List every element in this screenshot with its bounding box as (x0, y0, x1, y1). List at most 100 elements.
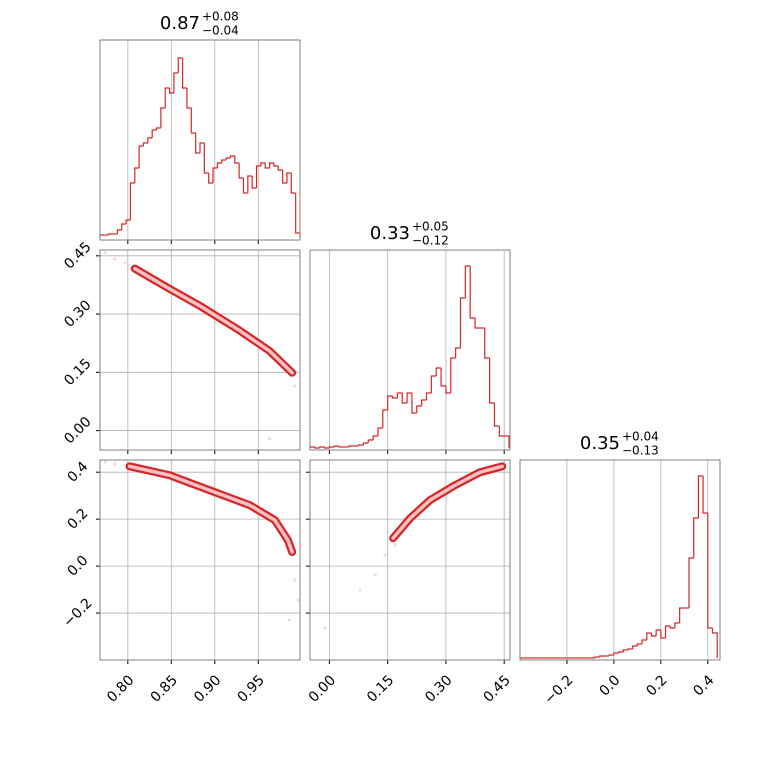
histogram-bin (155, 127, 161, 130)
histogram-bin (401, 393, 408, 404)
panel-frame (519, 459, 721, 661)
histogram-bin (697, 475, 704, 518)
histogram-bin (396, 392, 403, 398)
panel-frame (99, 459, 301, 661)
histogram-bin (632, 645, 638, 649)
histogram-bin (173, 72, 179, 93)
histogram-bin (268, 162, 274, 168)
histogram-bin (484, 328, 490, 359)
title-plus: +0.04 (622, 430, 659, 444)
histogram-bin (282, 170, 287, 184)
sample-point (287, 618, 292, 622)
histogram-bin (290, 173, 296, 194)
sample-point (393, 543, 397, 547)
histogram-bin (411, 393, 417, 414)
histogram-bin (195, 133, 200, 154)
histogram-bin (421, 399, 427, 406)
histogram-bin (208, 173, 214, 184)
histogram-bin (121, 223, 127, 230)
histogram-bin (264, 163, 270, 169)
histogram-bin (646, 632, 652, 640)
histogram-bin (255, 165, 261, 188)
y-tick-label: 0.45 (61, 239, 94, 272)
histogram-bin (599, 655, 605, 657)
sample-point (113, 462, 117, 466)
histogram-bin (260, 162, 266, 166)
contour-outer (389, 462, 507, 543)
title-minus: −0.12 (412, 234, 449, 248)
sample-point (267, 437, 272, 441)
x-tick-label: 0.00 (306, 672, 339, 705)
y-tick-label: −0.2 (60, 595, 95, 630)
x-tick-label: 0.85 (148, 672, 181, 705)
histogram-bin (229, 155, 235, 158)
histogram-bin (116, 229, 122, 234)
histogram-bin (348, 445, 354, 447)
histogram-bin (430, 375, 437, 393)
x-tick-label: 0.90 (191, 672, 224, 705)
histogram-bin (125, 219, 131, 224)
histogram-bin (608, 654, 614, 656)
histogram-bin (406, 392, 412, 403)
x-tick-label: 0.15 (364, 672, 397, 705)
histogram-bin (445, 386, 451, 394)
histogram-bin (669, 626, 675, 629)
x-tick-label: 0.80 (104, 672, 137, 705)
histogram-bin (622, 649, 628, 652)
histogram-bin (147, 137, 153, 143)
contour-inner (127, 464, 294, 554)
y-tick-label: 0.2 (64, 506, 91, 533)
x-tick-label: 0.95 (235, 672, 268, 705)
histogram-bin (221, 159, 227, 163)
histogram-bin (440, 368, 446, 387)
sample-point (323, 626, 327, 630)
histogram-bin (416, 405, 422, 413)
histogram-bin (309, 446, 315, 448)
histogram-bin (372, 435, 378, 440)
histogram-bin (707, 513, 713, 629)
histogram-bin (328, 446, 335, 448)
histogram-bin (636, 643, 643, 646)
histogram-bin (168, 88, 174, 94)
histogram-bin (186, 88, 192, 109)
histogram-bin (493, 403, 500, 427)
histogram-bin (688, 557, 694, 608)
sample-point (383, 553, 387, 557)
histogram-bin (234, 156, 240, 164)
histogram-bin (134, 167, 140, 183)
histogram-bin (99, 234, 105, 238)
histogram-bin (367, 439, 374, 443)
histogram-bin (323, 447, 330, 449)
title-minus: −0.13 (622, 444, 659, 458)
title-minus: −0.04 (202, 24, 239, 38)
histogram-bin (711, 628, 718, 658)
sample-point (358, 588, 362, 592)
histogram-bin (277, 166, 283, 171)
histogram-bin (164, 87, 170, 108)
y-tick-label: 0.4 (64, 459, 91, 486)
histogram-bin (464, 265, 471, 298)
y-tick-label: 0.00 (61, 414, 94, 447)
histogram-bin (338, 446, 344, 448)
histogram-bin (655, 629, 661, 636)
histogram-bin (489, 358, 495, 404)
histogram-bin (627, 648, 633, 650)
histogram-bin (314, 447, 320, 449)
histogram-bin (108, 233, 114, 235)
histogram-bin (242, 178, 248, 194)
histogram-bin (391, 396, 398, 399)
y-tick-label: 0.30 (61, 297, 94, 330)
sample-point (373, 573, 377, 577)
histogram-bin (641, 639, 647, 644)
histogram-bin (138, 145, 144, 168)
histogram-bin (273, 163, 279, 167)
histogram-bin (693, 517, 699, 558)
contour-inner (391, 464, 504, 540)
histogram-bin (286, 172, 292, 183)
histogram-bin (333, 445, 340, 447)
histogram-bin (425, 392, 432, 400)
title-value: 0.87 (160, 13, 200, 34)
histogram-bin (435, 367, 442, 376)
title-plus: +0.08 (202, 10, 239, 24)
